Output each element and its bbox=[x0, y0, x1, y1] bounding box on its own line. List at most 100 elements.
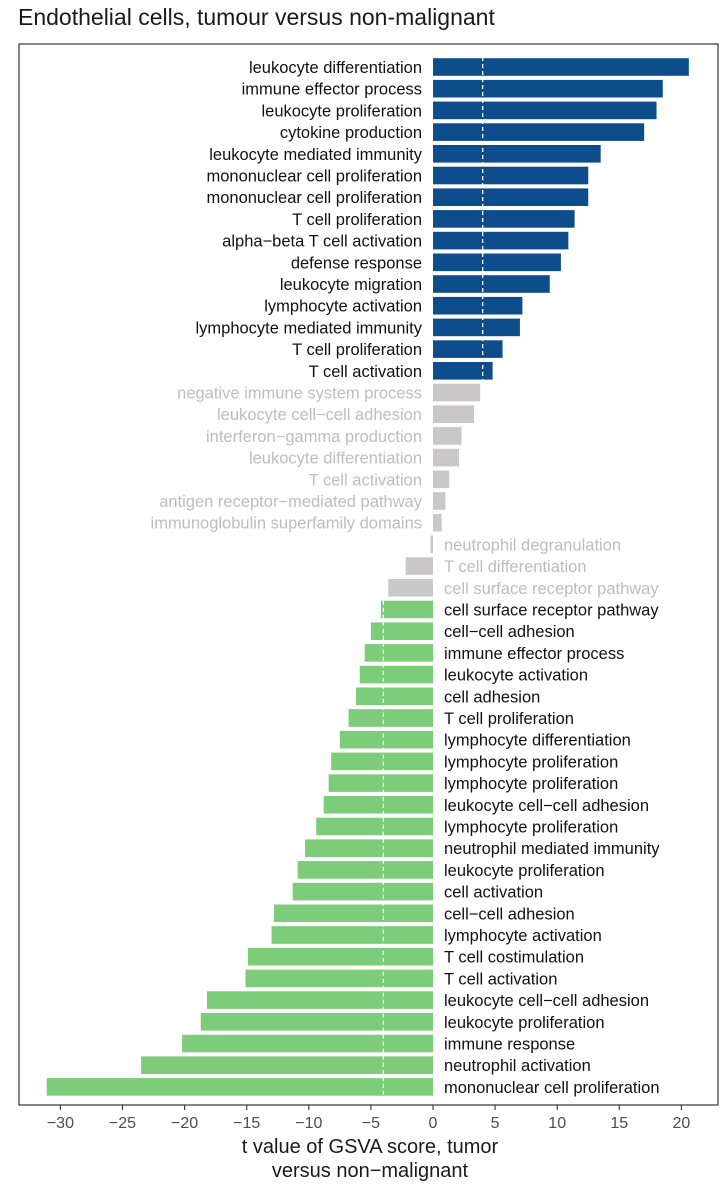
bar-label: mononuclear cell proliferation bbox=[206, 189, 422, 207]
bar-label: cell activation bbox=[444, 884, 543, 902]
bar-label: lymphocyte mediated immunity bbox=[195, 319, 422, 337]
bar-up bbox=[433, 188, 589, 206]
bar-label: mononuclear cell proliferation bbox=[206, 168, 422, 186]
bar-label: T cell costimulation bbox=[444, 949, 584, 967]
bar-up bbox=[433, 79, 663, 98]
bar-label: cell adhesion bbox=[444, 688, 540, 706]
bar-up bbox=[433, 145, 601, 163]
bar-down bbox=[331, 752, 433, 771]
bar-up bbox=[433, 253, 561, 272]
x-axis: −30 −25 −20 −15 −10 −5 0 5 10 15 20 bbox=[47, 1105, 690, 1132]
bar-down bbox=[370, 622, 433, 640]
bar-down bbox=[245, 969, 433, 988]
bar-ns bbox=[433, 513, 442, 532]
bar-down bbox=[206, 991, 433, 1009]
bar-down bbox=[200, 1013, 433, 1031]
bar-down bbox=[292, 882, 433, 901]
bar-label: leukocyte cell−cell adhesion bbox=[444, 992, 649, 1010]
bar-up bbox=[433, 362, 493, 380]
bar-down bbox=[364, 644, 433, 662]
x-tick-label: −20 bbox=[171, 1115, 198, 1132]
x-tick-label: −25 bbox=[109, 1115, 136, 1132]
bar-label: defense response bbox=[291, 254, 422, 272]
bar-label: immune effector process bbox=[444, 645, 624, 663]
bar-up bbox=[433, 231, 569, 250]
bar-label: immunoglobulin superfamily domains bbox=[151, 515, 422, 533]
bar-label: mononuclear cell proliferation bbox=[444, 1079, 660, 1097]
bar-down bbox=[380, 600, 433, 619]
x-tick-label: 0 bbox=[429, 1115, 438, 1132]
x-tick-label: −30 bbox=[47, 1115, 74, 1132]
bar-down bbox=[356, 687, 433, 706]
bar-label: leukocyte migration bbox=[280, 276, 422, 294]
bar-down bbox=[339, 730, 433, 749]
bar-label: lymphocyte activation bbox=[264, 298, 422, 316]
bar-label: leukocyte cell−cell adhesion bbox=[444, 797, 649, 815]
bar-label: cell surface receptor pathway bbox=[444, 580, 659, 598]
bar-label: T cell proliferation bbox=[444, 710, 574, 728]
bar-label: leukocyte activation bbox=[444, 667, 588, 685]
bar-label: leukocyte cell−cell adhesion bbox=[217, 406, 422, 424]
bar-label: lymphocyte activation bbox=[444, 927, 602, 945]
bar-label: T cell activation bbox=[309, 471, 422, 489]
bar-label: antigen receptor−mediated pathway bbox=[159, 493, 423, 511]
bar-up bbox=[433, 166, 589, 185]
x-tick-label: −15 bbox=[233, 1115, 260, 1132]
bar-labels: leukocyte differentiation immune effector… bbox=[151, 59, 661, 1097]
bar-label: neutrophil mediated immunity bbox=[444, 840, 660, 858]
bar-down bbox=[359, 665, 433, 684]
bar-label: interferon−gamma production bbox=[206, 428, 422, 446]
bar-up bbox=[433, 275, 550, 293]
bar-up bbox=[433, 296, 523, 315]
bar-label: leukocyte proliferation bbox=[444, 1014, 605, 1032]
bar-label: cytokine production bbox=[280, 124, 422, 142]
bar-up bbox=[433, 318, 520, 337]
bar-label: T cell proliferation bbox=[292, 341, 422, 359]
x-axis-title: t value of GSVA score, tumor versus non−… bbox=[120, 1135, 620, 1183]
bar-label: lymphocyte proliferation bbox=[444, 819, 618, 837]
bar-down bbox=[182, 1034, 433, 1053]
chart-title: Endothelial cells, tumour versus non-mal… bbox=[18, 4, 495, 30]
bar-down bbox=[141, 1056, 433, 1074]
bar-label: neutrophil degranulation bbox=[444, 536, 621, 554]
bar-label: negative immune system process bbox=[177, 385, 422, 403]
bar-label: alpha−beta T cell activation bbox=[222, 233, 422, 251]
bar-down bbox=[46, 1078, 434, 1096]
threshold-lines bbox=[382, 50, 484, 1096]
bar-ns bbox=[433, 405, 474, 423]
bar-down bbox=[274, 904, 433, 923]
bar-ns bbox=[433, 383, 481, 402]
x-axis-title-line-2: versus non−malignant bbox=[271, 1160, 469, 1182]
plot-panel-border bbox=[18, 43, 719, 1106]
x-tick-label: −5 bbox=[362, 1115, 380, 1132]
bar-label: leukocyte proliferation bbox=[261, 102, 422, 120]
x-tick-label: 10 bbox=[548, 1115, 566, 1132]
bar-down bbox=[328, 774, 433, 792]
bar-label: leukocyte mediated immunity bbox=[209, 146, 423, 164]
bar-label: leukocyte differentiation bbox=[249, 59, 422, 77]
bar-up bbox=[433, 101, 657, 120]
bar-label: lymphocyte differentiation bbox=[444, 732, 631, 750]
bar-up bbox=[433, 123, 645, 141]
x-tick-label: 5 bbox=[491, 1115, 500, 1132]
bar-label: lymphocyte proliferation bbox=[444, 753, 618, 771]
bar-label: leukocyte proliferation bbox=[444, 862, 605, 880]
bar-down bbox=[305, 839, 433, 857]
bar-label: T cell proliferation bbox=[292, 211, 422, 229]
bar-label: T cell activation bbox=[444, 970, 557, 988]
bar-ns bbox=[405, 557, 433, 575]
bar-label: T cell activation bbox=[309, 363, 422, 381]
bar-down bbox=[348, 709, 433, 727]
bar-ns bbox=[433, 470, 450, 489]
bar-down bbox=[316, 817, 433, 836]
x-axis-title-line-1: t value of GSVA score, tumor bbox=[241, 1136, 499, 1158]
bar-up bbox=[433, 340, 503, 358]
bar-down bbox=[247, 947, 433, 966]
bar-down bbox=[323, 796, 433, 814]
bar-label: leukocyte differentiation bbox=[249, 450, 422, 468]
x-tick-label: −10 bbox=[295, 1115, 322, 1132]
bar-label: cell−cell adhesion bbox=[444, 905, 575, 923]
bar-up bbox=[433, 210, 575, 228]
bar-label: cell−cell adhesion bbox=[444, 623, 575, 641]
